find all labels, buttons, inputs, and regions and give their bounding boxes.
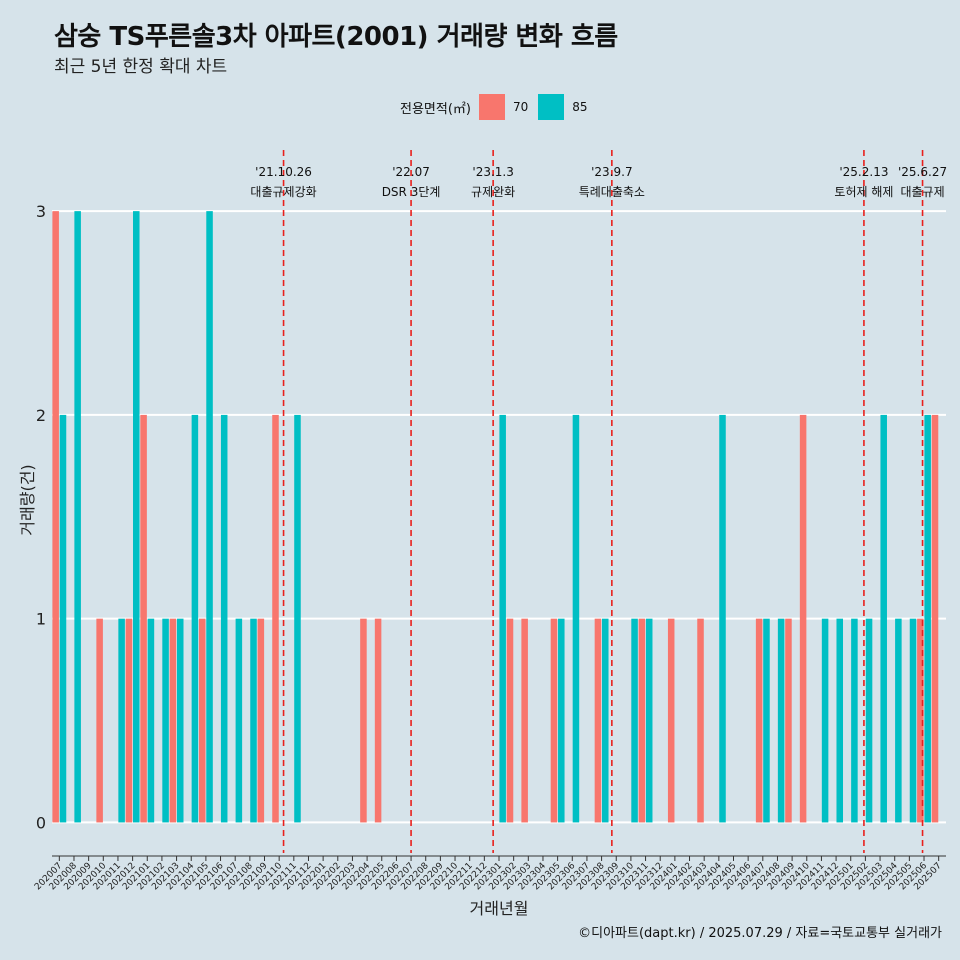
- bar-70-202103: [169, 618, 177, 823]
- y-tick-label-0: 0: [36, 813, 46, 832]
- bar-85-202008: [74, 211, 81, 823]
- y-tick-label-3: 3: [36, 202, 46, 221]
- bar-70-202302: [506, 618, 514, 823]
- event-label-1: DSR 3단계: [382, 185, 441, 199]
- bar-70-202403: [697, 618, 704, 823]
- bar-70-202109: [257, 618, 265, 823]
- legend-label-70: 70: [512, 100, 529, 114]
- bar-85-202505: [909, 618, 917, 823]
- event-date-5: '25.6.27: [898, 165, 947, 179]
- bar-70-202407: [755, 618, 763, 823]
- bar-85-202108: [250, 618, 257, 823]
- event-date-2: '23.1.3: [472, 165, 513, 179]
- bar-85-202104: [191, 414, 199, 823]
- source-caption: ©디아파트(dapt.kr) / 2025.07.29 / 자료=국토교통부 실…: [578, 926, 942, 941]
- bar-85-202305: [558, 618, 565, 823]
- bar-85-202105: [206, 211, 213, 823]
- bar-85-202504: [895, 618, 902, 823]
- bar-85-202106: [220, 414, 228, 823]
- bar-85-202501: [851, 618, 858, 823]
- bar-70-202204: [360, 618, 367, 823]
- bar-85-202111: [294, 414, 301, 823]
- chart-title: 삼숭 TS푸른솔3차 아파트(2001) 거래량 변화 흐름: [54, 22, 618, 52]
- bar-70-202311: [638, 618, 646, 823]
- legend-title: 전용면적(㎡): [400, 101, 471, 117]
- bar-70-202105: [198, 618, 206, 823]
- bar-85-202506: [924, 414, 931, 823]
- event-date-3: '23.9.7: [591, 165, 632, 179]
- bar-85-202502: [865, 618, 873, 823]
- y-tick-label-2: 2: [36, 406, 46, 425]
- bar-70-202308: [594, 618, 602, 823]
- bar-85-202012: [133, 211, 140, 823]
- event-date-0: '21.10.26: [255, 165, 312, 179]
- bar-85-202412: [836, 618, 844, 823]
- bar-85-202407: [763, 618, 770, 823]
- event-label-3: 특례대출축소: [579, 185, 645, 199]
- bar-70-202110: [272, 414, 279, 823]
- bar-70-202410: [799, 414, 807, 823]
- bar-70-202507: [931, 414, 939, 823]
- legend-label-85: 85: [572, 100, 588, 114]
- bar-70-202101: [140, 414, 147, 823]
- event-label-0: 대출규제강화: [250, 185, 316, 199]
- bar-85-202102: [162, 618, 169, 823]
- bar-70-202010: [96, 618, 103, 823]
- event-date-4: '25.2.13: [839, 165, 888, 179]
- event-label-2: 규제완화: [471, 185, 515, 199]
- bar-70-202303: [521, 618, 528, 823]
- bar-70-202401: [667, 618, 675, 823]
- legend: 전용면적(㎡) 70 85: [400, 92, 598, 122]
- bar-70-202012: [125, 618, 133, 823]
- bar-70-202409: [785, 618, 792, 823]
- bar-85-202408: [777, 618, 785, 823]
- legend-key-70: [478, 94, 505, 120]
- bar-85-202310: [631, 618, 638, 823]
- bar-85-202308: [601, 618, 609, 823]
- y-axis-title: 거래량(건): [18, 464, 37, 535]
- bar-70-202305: [550, 618, 558, 823]
- chart-subtitle: 최근 5년 한정 확대 차트: [54, 57, 228, 77]
- y-tick-label-1: 1: [36, 610, 46, 629]
- event-date-1: '22.07: [392, 165, 430, 179]
- bar-85-202301: [499, 414, 506, 823]
- x-axis-title: 거래년월: [470, 899, 529, 918]
- legend-key-85: [538, 94, 565, 120]
- bar-85-202411: [821, 618, 829, 823]
- bar-85-202306: [572, 414, 580, 823]
- bar-85-202007: [59, 414, 67, 823]
- bar-85-202103: [176, 618, 184, 823]
- bar-85-202011: [118, 618, 125, 823]
- event-label-4: 토허제 해제: [834, 185, 893, 199]
- bar-85-202101: [147, 618, 155, 823]
- bar-85-202107: [235, 618, 243, 823]
- event-label-5: 대출규제: [900, 185, 944, 199]
- bar-85-202503: [880, 414, 887, 823]
- bar-70-202007: [52, 211, 59, 823]
- bar-70-202506: [917, 618, 924, 823]
- bar-70-202205: [374, 618, 382, 823]
- bar-85-202404: [719, 414, 726, 823]
- bar-85-202311: [645, 618, 653, 823]
